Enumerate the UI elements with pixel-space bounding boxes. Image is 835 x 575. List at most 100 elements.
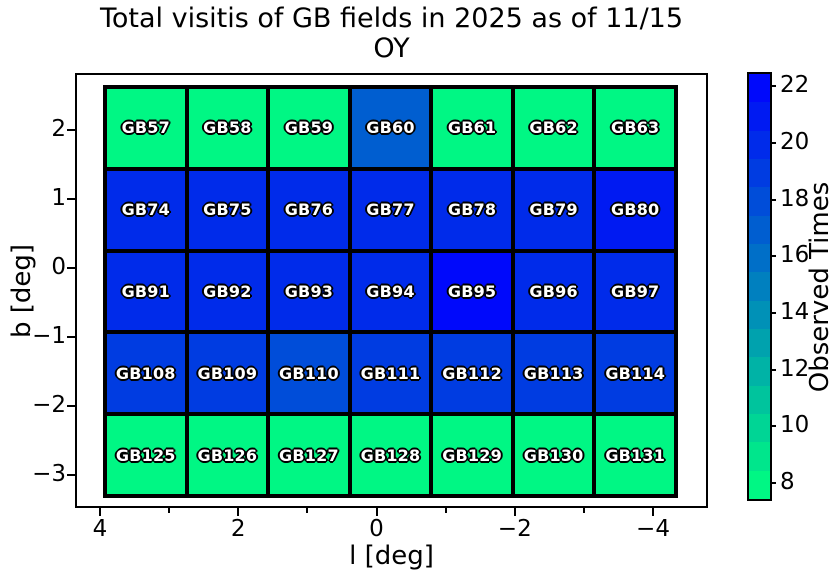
field-cell-GB61: GB61 bbox=[433, 89, 511, 167]
field-cell-label: GB63 bbox=[611, 118, 660, 138]
field-cell-label: GB78 bbox=[447, 200, 497, 220]
field-cell-GB128: GB128 bbox=[351, 416, 430, 494]
field-cell-label: GB131 bbox=[605, 445, 666, 465]
field-cell-label: GB91 bbox=[121, 281, 170, 301]
colorbar-tick-label: 10 bbox=[780, 412, 810, 439]
field-cell-GB126: GB126 bbox=[188, 416, 267, 494]
field-cell-GB112: GB112 bbox=[433, 334, 511, 413]
field-cell-label: GB62 bbox=[529, 118, 578, 138]
x-axis-tick-mark bbox=[99, 508, 101, 516]
colorbar-tick-label: 22 bbox=[780, 72, 810, 99]
field-cell-label: GB61 bbox=[447, 118, 497, 138]
colorbar-tick-mark bbox=[770, 255, 776, 258]
y-axis-tick-label: 2 bbox=[51, 116, 66, 142]
colorbar-band-15 bbox=[749, 272, 770, 301]
field-cell-label: GB93 bbox=[284, 281, 334, 301]
colorbar-tick-label: 16 bbox=[780, 242, 810, 269]
colorbar-band-17 bbox=[749, 215, 770, 244]
colorbar-band-18 bbox=[749, 187, 770, 216]
heatmap-grid: GB57 GB58 GB59 GB60 GB61 GB62 GB63 GB74 GB75 GB76… bbox=[103, 85, 678, 498]
field-cell-label: GB126 bbox=[197, 445, 258, 465]
field-cell-label: GB79 bbox=[529, 200, 578, 220]
field-cell-GB114: GB114 bbox=[596, 334, 674, 413]
colorbar-band-8 bbox=[749, 470, 770, 499]
colorbar-band-16 bbox=[749, 243, 770, 273]
field-cell-GB77: GB77 bbox=[351, 170, 430, 249]
field-cell-label: GB96 bbox=[529, 281, 578, 301]
field-cell-label: GB130 bbox=[523, 445, 584, 465]
field-cell-label: GB129 bbox=[442, 445, 502, 465]
colorbar-tick-label: 18 bbox=[780, 185, 810, 212]
field-cell-GB108: GB108 bbox=[107, 334, 185, 413]
colorbar-band-10 bbox=[749, 413, 770, 443]
field-cell-label: GB92 bbox=[203, 281, 252, 301]
x-axis-tick-mark bbox=[652, 508, 654, 516]
field-cell-label: GB74 bbox=[121, 200, 170, 220]
colorbar-band-22 bbox=[749, 74, 770, 103]
colorbar-tick-label: 12 bbox=[780, 355, 810, 382]
field-cell-label: GB77 bbox=[366, 200, 415, 220]
chart-title-line2: OY bbox=[373, 33, 410, 65]
colorbar-tick-mark bbox=[770, 425, 776, 428]
field-cell-GB76: GB76 bbox=[270, 170, 348, 249]
y-axis-tick-mark bbox=[67, 474, 75, 476]
field-cell-label: GB95 bbox=[447, 281, 497, 301]
field-cell-label: GB97 bbox=[611, 281, 660, 301]
colorbar-tick-mark bbox=[770, 198, 776, 201]
field-cell-GB63: GB63 bbox=[596, 89, 674, 167]
field-cell-label: GB75 bbox=[203, 200, 252, 220]
field-cell-GB113: GB113 bbox=[514, 334, 593, 413]
field-cell-GB94: GB94 bbox=[351, 252, 430, 331]
colorbar-tick-mark bbox=[770, 368, 776, 371]
field-cell-GB80: GB80 bbox=[596, 170, 674, 249]
field-cell-GB111: GB111 bbox=[351, 334, 430, 413]
colorbar-band-20 bbox=[749, 130, 770, 159]
x-axis-minor-tick-mark bbox=[306, 508, 309, 513]
field-cell-GB58: GB58 bbox=[188, 89, 267, 167]
x-axis-tick-label: 2 bbox=[230, 516, 246, 542]
y-axis-tick-label: −2 bbox=[32, 392, 66, 418]
y-axis-tick-mark bbox=[67, 198, 75, 200]
field-cell-label: GB76 bbox=[284, 200, 334, 220]
field-cell-label: GB57 bbox=[121, 118, 170, 138]
colorbar-band-19 bbox=[749, 158, 770, 188]
colorbar-band-12 bbox=[749, 357, 770, 386]
field-cell-GB109: GB109 bbox=[188, 334, 267, 413]
field-cell-GB74: GB74 bbox=[107, 170, 185, 249]
field-cell-label: GB94 bbox=[366, 281, 415, 301]
field-cell-label: GB110 bbox=[279, 363, 339, 383]
chart-title: Total visitis of GB fields in 2025 as of… bbox=[75, 3, 708, 65]
colorbar bbox=[747, 72, 772, 501]
x-axis-minor-tick-mark bbox=[168, 508, 171, 513]
field-cell-label: GB111 bbox=[360, 363, 421, 383]
field-cell-GB127: GB127 bbox=[270, 416, 348, 494]
y-axis-tick-mark bbox=[67, 405, 75, 407]
x-axis-minor-tick-mark bbox=[444, 508, 447, 513]
field-cell-GB96: GB96 bbox=[514, 252, 593, 331]
chart-title-line1: Total visitis of GB fields in 2025 as of… bbox=[99, 3, 684, 34]
y-axis-label: b [deg] bbox=[7, 243, 37, 339]
field-cell-GB91: GB91 bbox=[107, 252, 185, 331]
field-cell-label: GB113 bbox=[523, 363, 584, 383]
colorbar-band-13 bbox=[749, 328, 770, 358]
field-cell-GB110: GB110 bbox=[270, 334, 348, 413]
field-cell-GB78: GB78 bbox=[433, 170, 511, 249]
colorbar-tick-label: 14 bbox=[780, 298, 810, 325]
colorbar-band-9 bbox=[749, 442, 770, 471]
field-cell-GB93: GB93 bbox=[270, 252, 348, 331]
x-axis-tick-label: −4 bbox=[636, 516, 670, 542]
field-cell-GB95: GB95 bbox=[433, 252, 511, 331]
field-cell-label: GB108 bbox=[115, 363, 176, 383]
field-cell-label: GB125 bbox=[115, 445, 176, 465]
x-axis-tick-mark bbox=[375, 508, 378, 516]
colorbar-tick-mark bbox=[770, 311, 776, 314]
field-cell-GB130: GB130 bbox=[514, 416, 593, 494]
x-axis-tick-mark bbox=[513, 508, 516, 516]
x-axis-tick-mark bbox=[237, 508, 240, 516]
field-cell-GB57: GB57 bbox=[107, 89, 185, 167]
field-cell-GB92: GB92 bbox=[188, 252, 267, 331]
y-axis-tick-label: −1 bbox=[32, 323, 66, 349]
field-cell-GB79: GB79 bbox=[514, 170, 593, 249]
field-cell-label: GB109 bbox=[197, 363, 258, 383]
colorbar-tick-mark bbox=[770, 481, 776, 484]
